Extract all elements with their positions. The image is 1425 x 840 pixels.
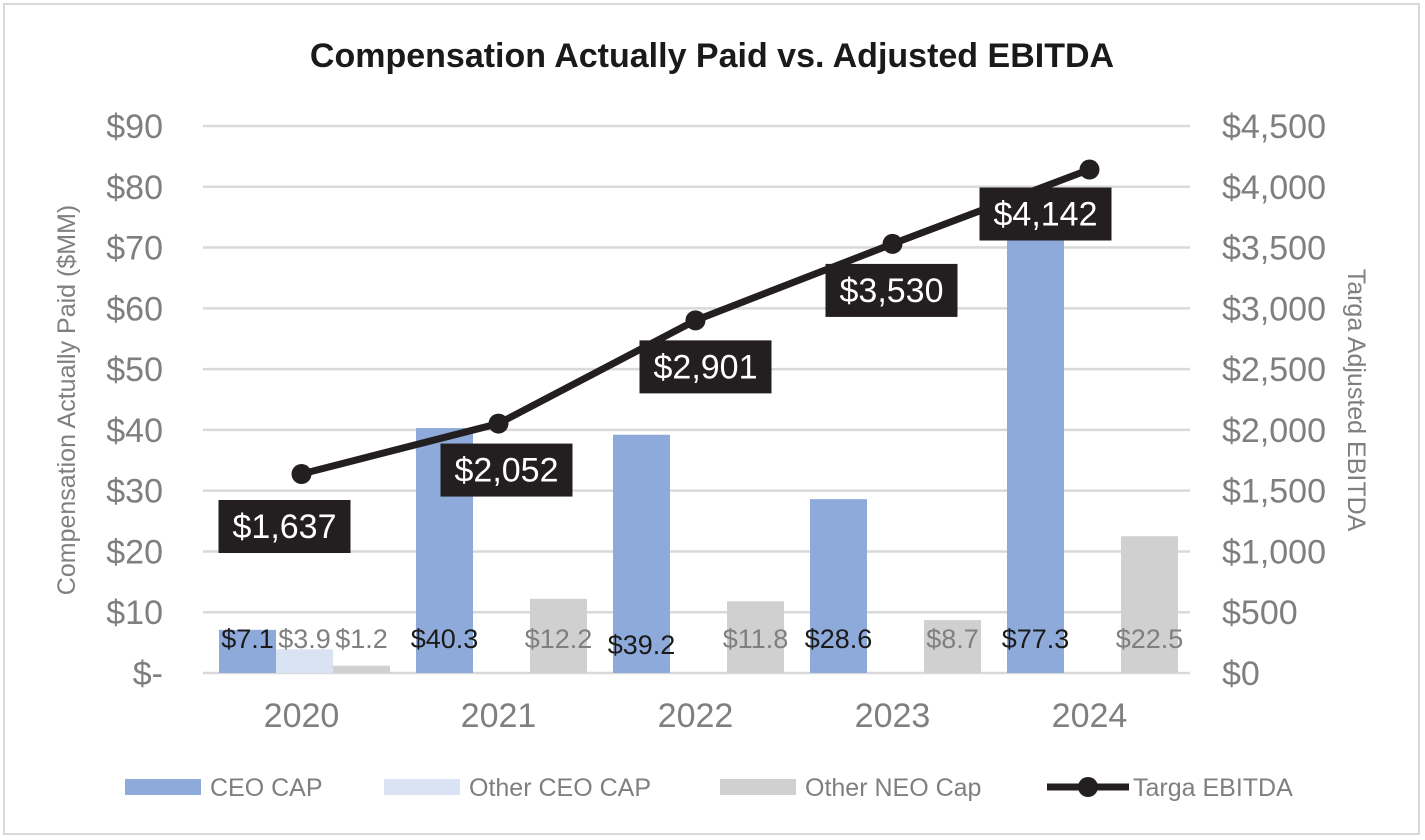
legend-marker — [1078, 777, 1098, 797]
bar-data-label: $11.8 — [723, 624, 789, 654]
ebitda-line-series — [291, 159, 1100, 485]
legend-swatch — [384, 779, 460, 795]
bars — [219, 203, 1178, 673]
left-tick-label: $70 — [106, 230, 163, 268]
bar-other-neo-cap — [530, 598, 587, 673]
legend-label: Targa EBITDA — [1133, 774, 1293, 802]
legend: CEO CAP Other CEO CAP Other NEO Cap Targa E… — [125, 774, 1293, 802]
left-tick-label: $80 — [106, 169, 163, 207]
ebitda-data-label: $4,142 — [994, 196, 1098, 234]
left-tick-label: $60 — [106, 290, 163, 328]
right-tick-label: $2,500 — [1222, 351, 1326, 389]
bar-data-label: $12.2 — [525, 624, 593, 654]
bar-data-label: $3.9 — [278, 624, 331, 654]
bar-data-label: $8.7 — [926, 624, 979, 654]
right-tick-label: $4,000 — [1222, 169, 1326, 207]
left-axis-title: Compensation Actually Paid ($MM) — [53, 205, 81, 595]
bar-other-neo-cap — [727, 601, 784, 673]
bar-data-label: $40.3 — [411, 624, 479, 654]
ebitda-point — [1079, 159, 1100, 180]
x-tick-label: 2022 — [658, 697, 734, 735]
left-tick-label: $90 — [106, 108, 163, 146]
left-tick-label: $30 — [106, 473, 163, 511]
right-tick-label: $500 — [1222, 594, 1298, 632]
x-tick-label: 2021 — [461, 697, 537, 735]
right-tick-label: $1,500 — [1222, 473, 1326, 511]
left-tick-label: $- — [133, 655, 163, 693]
legend-label: CEO CAP — [210, 774, 323, 802]
bar-data-label: $39.2 — [608, 630, 676, 660]
data-labels: $7.1 $40.3 $39.2 $28.6 $77.3 $3.9 $1.2 $12.2 $11… — [218, 187, 1184, 660]
bar-other-neo-cap — [924, 620, 981, 673]
right-axis-title: Targa Adjusted EBITDA — [1342, 269, 1370, 532]
x-tick-label: 2024 — [1052, 697, 1128, 735]
ebitda-label-box — [979, 187, 1112, 241]
ebitda-point — [488, 413, 509, 434]
left-tick-label: $20 — [106, 533, 163, 571]
ebitda-data-label: $1,637 — [233, 508, 337, 546]
chart-title: Compensation Actually Paid vs. Adjusted … — [310, 37, 1114, 75]
right-tick-label: $1,000 — [1222, 533, 1326, 571]
left-tick-label: $50 — [106, 351, 163, 389]
left-tick-label: $40 — [106, 412, 163, 450]
left-tick-label: $10 — [106, 594, 163, 632]
bar-ceo-cap — [1007, 203, 1064, 673]
legend-swatch — [720, 779, 796, 795]
bar-data-label: $28.6 — [805, 624, 873, 654]
legend-label: Other NEO Cap — [805, 774, 981, 802]
ebitda-point — [291, 464, 312, 485]
ebitda-data-label: $2,052 — [455, 452, 559, 490]
ebitda-label-box — [825, 263, 958, 317]
legend-label: Other CEO CAP — [469, 774, 651, 802]
bar-data-label: $7.1 — [221, 624, 274, 654]
ebitda-label-box — [218, 500, 351, 554]
bar-data-label: $22.5 — [1116, 624, 1184, 654]
bar-other-neo-cap — [333, 665, 390, 673]
bar-ceo-cap — [219, 629, 276, 673]
right-tick-label: $2,000 — [1222, 412, 1326, 450]
bar-other-ceo-cap — [276, 649, 333, 673]
chart-frame — [3, 3, 1420, 835]
x-tick-label: 2020 — [264, 697, 340, 735]
ebitda-point — [685, 310, 706, 331]
ebitda-point — [882, 233, 903, 254]
x-tick-label: 2023 — [855, 697, 931, 735]
bar-ceo-cap — [810, 499, 867, 673]
bar-other-neo-cap — [1121, 536, 1178, 673]
ebitda-data-label: $3,530 — [840, 272, 944, 310]
bar-data-label: $77.3 — [1002, 624, 1070, 654]
right-tick-label: $3,000 — [1222, 290, 1326, 328]
ebitda-label-box — [440, 443, 573, 497]
bar-data-label: $1.2 — [335, 624, 388, 654]
legend-swatch — [125, 779, 201, 795]
axes: $- $10 $20 $30 $40 $50 $60 $70 $80 $90 $0 $500 $1,00… — [106, 108, 1326, 735]
right-tick-label: $3,500 — [1222, 230, 1326, 268]
ebitda-data-label: $2,901 — [654, 348, 758, 386]
ebitda-label-box — [639, 340, 772, 394]
right-tick-label: $4,500 — [1222, 108, 1326, 146]
bar-ceo-cap — [613, 434, 670, 673]
right-tick-label: $0 — [1222, 655, 1260, 693]
